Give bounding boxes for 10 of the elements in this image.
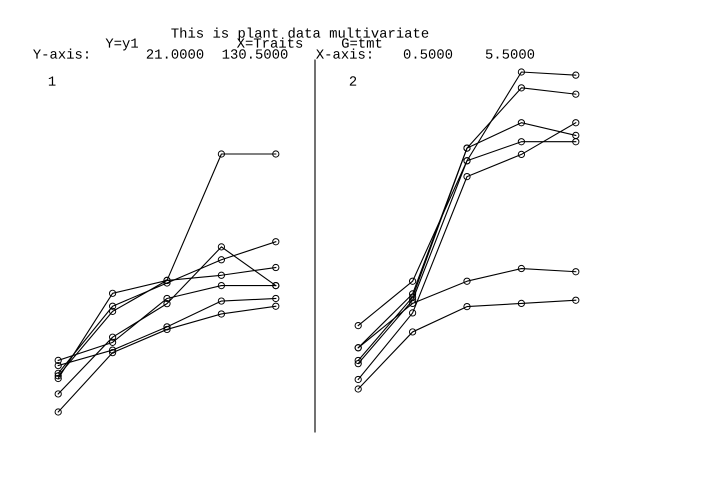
text: 5.5000: [486, 49, 534, 59]
text: Y=y1: [106, 38, 138, 50]
text: G=tmt: [342, 38, 382, 48]
chart-title: 2: [350, 76, 356, 86]
chart-title: 1: [48, 76, 56, 86]
text: 0.5000: [404, 49, 452, 59]
text: X-axis:: [316, 48, 371, 59]
text: 130.5000: [222, 49, 288, 59]
text: Y-axis:: [33, 48, 88, 59]
text: 21.0000: [146, 49, 204, 59]
